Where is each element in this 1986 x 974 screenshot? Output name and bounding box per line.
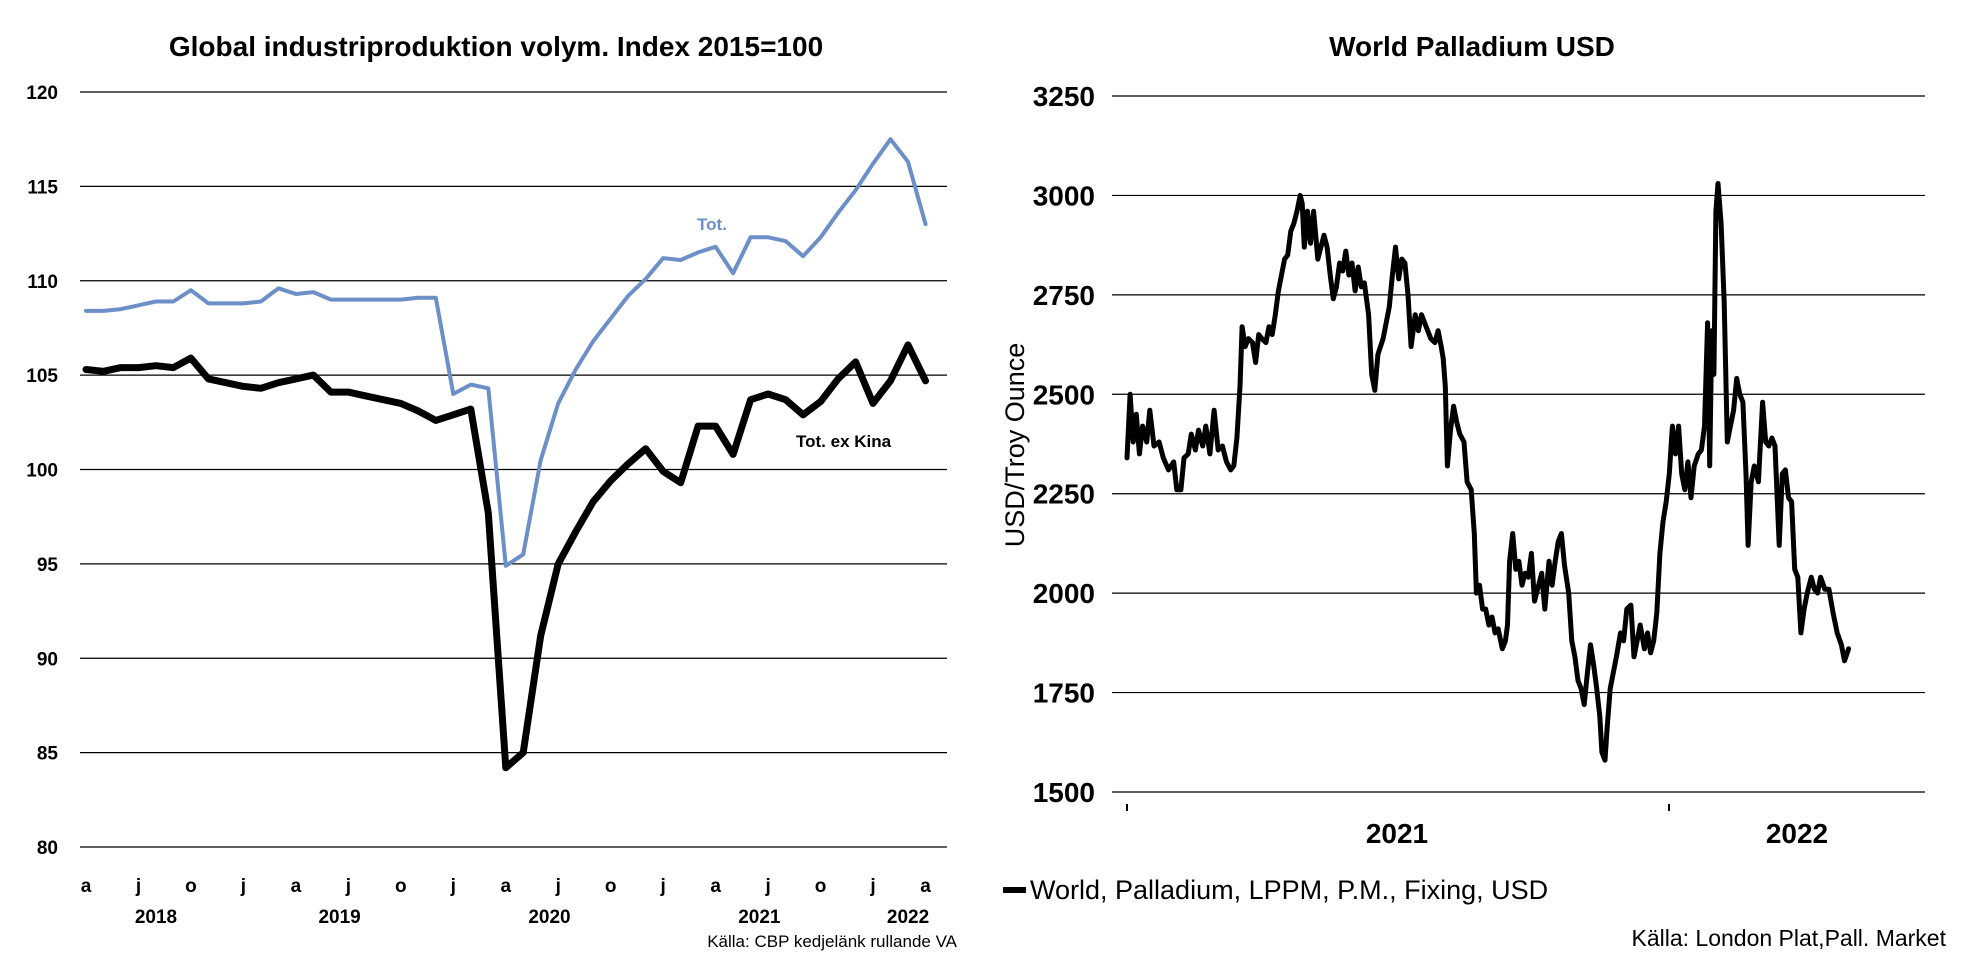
left-month-label: o xyxy=(185,876,197,897)
right-y-tick-label: 2500 xyxy=(1033,379,1095,410)
right-chart-title: World Palladium USD xyxy=(1329,31,1615,62)
left-y-tick-label: 120 xyxy=(26,83,58,104)
left-x-tick-labels: a j o j a j o j a j o j a j o j a 2018 2019 2020 2021 2022 xyxy=(81,876,932,928)
palladium-chart: World Palladium USD 3250 3000 2750 2500 2250… xyxy=(1000,31,1947,951)
left-month-label: j xyxy=(345,876,351,897)
left-y-tick-label: 110 xyxy=(27,272,58,293)
series-line-palladium xyxy=(1124,181,1852,763)
left-year-label: 2020 xyxy=(528,907,570,928)
left-month-label: a xyxy=(710,876,721,897)
left-month-label: a xyxy=(81,876,92,897)
right-y-tick-label: 3000 xyxy=(1033,180,1095,211)
left-month-label: j xyxy=(555,876,561,897)
left-month-label: j xyxy=(764,876,770,897)
left-y-tick-label: 80 xyxy=(37,838,58,859)
left-month-label: o xyxy=(815,876,827,897)
right-y-tick-label: 3250 xyxy=(1033,81,1095,112)
right-gridlines xyxy=(1112,95,1925,793)
left-series-lines xyxy=(82,137,929,772)
left-year-label: 2021 xyxy=(738,907,781,928)
left-y-tick-label: 90 xyxy=(37,649,58,670)
right-y-tick-label: 1750 xyxy=(1033,678,1095,709)
right-y-tick-label: 2250 xyxy=(1033,479,1095,510)
left-year-label: 2018 xyxy=(135,907,177,928)
left-y-tick-label: 115 xyxy=(27,177,58,198)
left-month-label: j xyxy=(135,876,141,897)
right-x-axis: 2021 2022 xyxy=(1126,804,1828,849)
right-y-tick-labels: 3250 3000 2750 2500 2250 2000 1750 1500 xyxy=(1033,81,1095,808)
left-chart-title: Global industriproduktion volym. Index 2… xyxy=(169,31,823,62)
right-source-note: Källa: London Plat,Pall. Market xyxy=(1631,925,1946,951)
series-line-tot xyxy=(84,137,928,568)
right-y-axis-label: USD/Troy Ounce xyxy=(1000,343,1030,548)
left-month-label: a xyxy=(500,876,511,897)
left-y-tick-label: 95 xyxy=(37,555,59,576)
left-year-label: 2019 xyxy=(318,907,360,928)
left-month-label: j xyxy=(660,876,666,897)
left-month-label: o xyxy=(605,876,617,897)
right-year-label: 2022 xyxy=(1766,818,1828,849)
industrial-production-chart: Global industriproduktion volym. Index 2… xyxy=(26,31,957,951)
left-y-tick-label: 105 xyxy=(26,366,58,387)
series-line-tot-ex-kina xyxy=(82,341,929,772)
right-legend: World, Palladium, LPPM, P.M., Fixing, US… xyxy=(1003,875,1548,905)
right-y-tick-label: 2000 xyxy=(1033,578,1095,609)
legend-label: World, Palladium, LPPM, P.M., Fixing, US… xyxy=(1030,875,1548,905)
left-month-label: j xyxy=(869,876,875,897)
series-label-tot: Tot. xyxy=(697,215,727,234)
left-y-tick-label: 100 xyxy=(26,461,58,482)
left-gridlines xyxy=(80,91,947,848)
left-month-label: a xyxy=(291,876,302,897)
left-source-note: Källa: CBP kedjelänk rullande VA xyxy=(707,932,957,951)
right-y-tick-label: 2750 xyxy=(1033,280,1095,311)
left-y-tick-labels: 120 115 110 105 100 95 90 85 80 xyxy=(26,83,58,859)
right-y-tick-label: 1500 xyxy=(1033,777,1095,808)
left-month-label: o xyxy=(395,876,407,897)
left-month-label: j xyxy=(450,876,456,897)
left-month-label: a xyxy=(920,876,931,897)
right-series-line xyxy=(1124,181,1852,763)
left-year-label: 2022 xyxy=(887,907,929,928)
right-year-label: 2021 xyxy=(1366,818,1428,849)
left-month-label: j xyxy=(240,876,246,897)
series-label-tot-ex-kina: Tot. ex Kina xyxy=(796,432,892,451)
left-y-tick-label: 85 xyxy=(37,744,59,765)
